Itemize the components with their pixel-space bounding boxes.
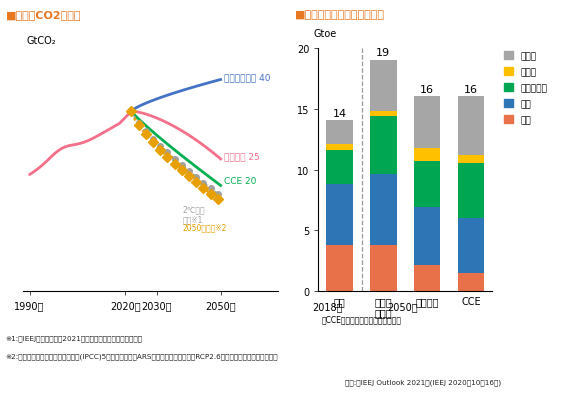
Text: 16: 16 <box>420 85 434 95</box>
Text: 2050年半減※2: 2050年半減※2 <box>182 223 227 232</box>
Text: 技術進展 25: 技術進展 25 <box>223 152 259 161</box>
Bar <box>414 265 441 292</box>
Text: ※2:気候変動に関する政府間パネル(IPCC)5次評価報告所（ARS）で整理されている『RCP2.6』における排出オパスを設定: ※2:気候変動に関する政府間パネル(IPCC)5次評価報告所（ARS）で整理され… <box>6 352 278 359</box>
Bar <box>458 273 484 292</box>
Bar <box>327 185 353 245</box>
Text: Gtoe: Gtoe <box>313 29 336 39</box>
Text: 出所:『IEEJ Outlook 2021』(IEEJ 2020年10月16日): 出所:『IEEJ Outlook 2021』(IEEJ 2020年10月16日) <box>345 379 501 385</box>
Text: レファレンス 40: レファレンス 40 <box>223 73 270 82</box>
Text: 2050年: 2050年 <box>387 302 417 312</box>
Text: 2℃最小
費用※1: 2℃最小 費用※1 <box>182 205 205 224</box>
Bar <box>458 164 484 219</box>
Text: ＊CCEシナリオは合成メタンを含む: ＊CCEシナリオは合成メタンを含む <box>321 315 401 324</box>
Text: CCE 20: CCE 20 <box>223 176 256 185</box>
Bar <box>370 175 397 245</box>
Bar <box>458 219 484 273</box>
Bar <box>370 61 397 112</box>
Legend: 再エネ, 原子力, 天然ガス＊, 石油, 石炭: 再エネ, 原子力, 天然ガス＊, 石油, 石炭 <box>501 49 551 128</box>
Bar <box>414 148 441 162</box>
Bar <box>370 112 397 117</box>
Bar <box>458 97 484 156</box>
Text: 14: 14 <box>332 109 347 119</box>
Bar <box>414 97 441 148</box>
Bar <box>414 162 441 208</box>
Text: 2018年: 2018年 <box>312 302 342 312</box>
Bar <box>370 117 397 175</box>
Text: GtCO₂: GtCO₂ <box>26 36 56 46</box>
Text: ■世界の一次エネルギー需要: ■世界の一次エネルギー需要 <box>295 10 385 20</box>
Text: 16: 16 <box>464 85 478 95</box>
Bar <box>458 156 484 164</box>
Bar <box>370 245 397 292</box>
Bar <box>327 120 353 145</box>
Bar <box>327 151 353 185</box>
Bar <box>414 208 441 265</box>
Text: ※1:『IEEJアウトルック2021』気候変動シナリオ分析を参照: ※1:『IEEJアウトルック2021』気候変動シナリオ分析を参照 <box>6 334 143 341</box>
Text: ■世界のCO2排出量: ■世界のCO2排出量 <box>6 10 81 20</box>
Bar <box>327 245 353 292</box>
Text: 19: 19 <box>376 48 390 58</box>
Bar <box>327 145 353 151</box>
